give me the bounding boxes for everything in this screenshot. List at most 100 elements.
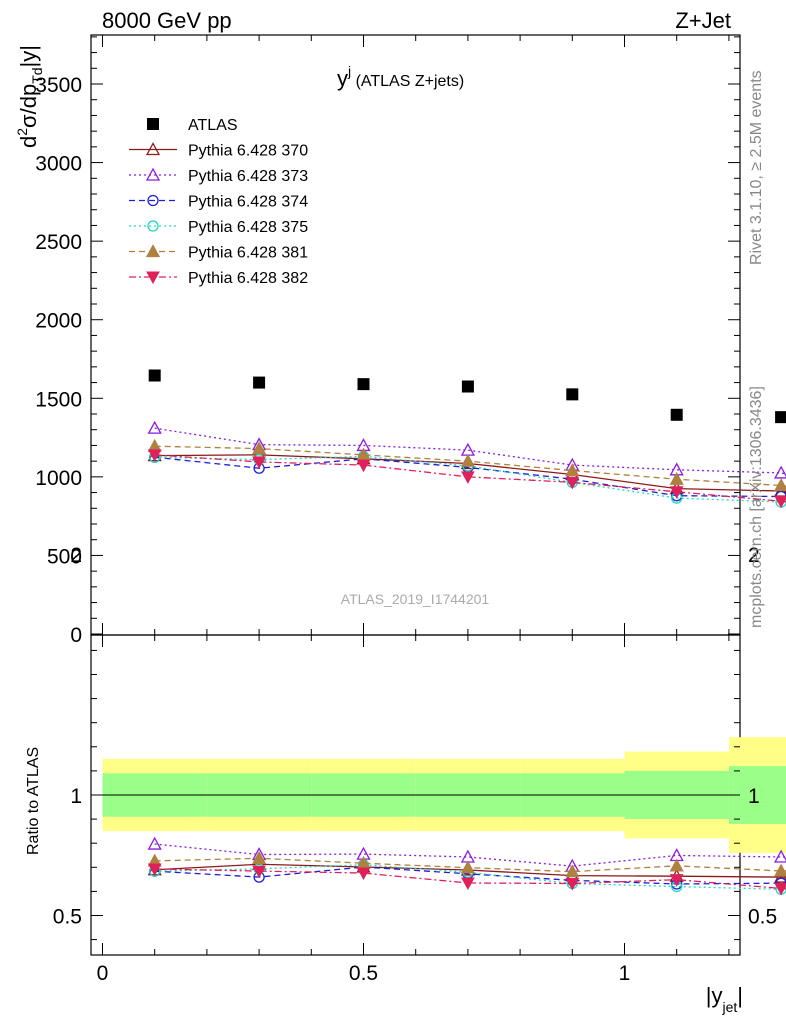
plot-title-sup: j: [347, 63, 351, 79]
legend-marker: [147, 220, 159, 232]
x-axis-label-sub: jet: [721, 999, 737, 1015]
ratio-point: [669, 874, 684, 887]
legend-label: Pythia 6.428 382: [188, 270, 308, 287]
rivet-label: Rivet 3.1.10, ≥ 2.5M events: [748, 70, 765, 265]
series-line: [154, 445, 786, 487]
y-axis-label-sub: Td: [29, 67, 45, 83]
data-point: [461, 380, 474, 393]
ratio-point: [252, 865, 266, 879]
legend: ATLAS Pythia 6.428 370 Pythia 6.428 373 Pyt…: [129, 117, 308, 287]
data-point: [253, 376, 266, 389]
data-point: [252, 441, 267, 455]
data-point: [565, 463, 580, 477]
x-tick-label: 0.5: [349, 962, 378, 985]
ratio-y-tick-label-left: 2: [70, 544, 82, 567]
ratio-point: [669, 858, 684, 872]
y-axis-label-d: d: [16, 136, 41, 148]
y-tick-label: 0: [70, 624, 82, 647]
plot-title-rest: (ATLAS Z+jets): [351, 73, 464, 90]
header-left-label: 8000 GeV pp: [102, 8, 232, 33]
ratio-y-tick-label-right: 1: [748, 785, 760, 808]
ratio-y-tick-label-right: 0.5: [748, 906, 777, 929]
data-point: [357, 378, 370, 391]
data-point: [147, 449, 162, 462]
ratio-point: [565, 877, 580, 891]
legend-label: Pythia 6.428 370: [188, 143, 308, 160]
y-axis-label-exp: 2: [14, 128, 30, 136]
ratio-y-tick-label-left: 1: [70, 785, 82, 808]
x-axis-label-main: |y: [706, 983, 723, 1008]
series-line: [154, 454, 786, 493]
data-point: [670, 408, 683, 421]
y-tick-label: 2000: [35, 310, 82, 333]
data-point: [460, 453, 475, 467]
analysis-watermark: ATLAS_2019_I1744201: [341, 591, 490, 607]
data-point: [669, 471, 684, 485]
series-ratio-line: [154, 864, 786, 890]
data-point: [356, 459, 371, 473]
data-point: [565, 476, 580, 490]
y-tick-label: 1500: [35, 388, 82, 411]
legend-label: Pythia 6.428 381: [188, 245, 308, 262]
ratio-point: [356, 867, 371, 881]
legend-label: Pythia 6.428 375: [188, 219, 308, 236]
y-tick-label: 1000: [35, 467, 82, 490]
ratio-point: [774, 882, 786, 896]
series-ratio-line: [154, 843, 786, 867]
x-axis-label: |yjet|: [706, 983, 743, 1015]
data-point: [461, 471, 475, 484]
data-point: [774, 465, 786, 479]
series-line: [154, 456, 786, 498]
y-axis-label: d2σ/dpTd|y|: [14, 45, 45, 148]
legend-marker: [147, 118, 159, 130]
ratio-point: [774, 863, 786, 877]
ratio-point: [147, 863, 162, 877]
series-ratio-line: [154, 868, 786, 890]
legend-label: Pythia 6.428 373: [188, 168, 308, 185]
legend-marker: [145, 142, 161, 156]
data-series: [147, 369, 786, 896]
y-axis-label-end: |y|: [16, 45, 41, 67]
header-right-label: Z+Jet: [675, 8, 731, 33]
data-point: [669, 486, 684, 499]
data-point: [252, 456, 266, 469]
y-tick-label: 3000: [35, 153, 82, 176]
ratio-point: [565, 864, 580, 878]
series-mc-5: [147, 438, 786, 878]
ratio-y-tick-label-right: 2: [748, 544, 760, 567]
series-line: [154, 455, 786, 504]
legend-marker: [145, 167, 161, 181]
ratio-y-tick-label-left: 0.5: [53, 906, 82, 929]
axis-ticks: 00.511.5205001000150020002500300035000.5…: [35, 35, 777, 985]
data-point: [148, 369, 161, 382]
legend-marker: [147, 194, 159, 207]
series-mc-6: [147, 449, 786, 896]
legend-label: Pythia 6.428 374: [188, 194, 308, 211]
legend-marker: [146, 271, 160, 285]
series-line: [154, 454, 786, 503]
data-point: [566, 388, 579, 401]
series-ratio-line: [154, 863, 786, 878]
x-tick-label: 1: [619, 962, 631, 985]
y-tick-label: 2500: [35, 231, 82, 254]
ratio-point: [461, 877, 475, 891]
ratio-point: [774, 849, 786, 863]
y-axis-label-mid: σ/dp: [16, 84, 41, 128]
y-tick-label: 500: [47, 545, 82, 568]
ratio-point: [460, 849, 475, 863]
x-tick-label: 0: [97, 962, 109, 985]
plot-title: yj (ATLAS Z+jets): [337, 63, 464, 91]
data-point: [774, 495, 786, 509]
data-point: [775, 411, 786, 424]
mcplots-label: mcplots.cern.ch [arXiv:1306.3436]: [748, 386, 765, 628]
ratio-point: [252, 850, 267, 864]
plot-title-main: y: [337, 66, 348, 91]
data-point: [774, 478, 786, 492]
x-axis-label-end: |: [737, 983, 743, 1008]
y-tick-label: 3500: [35, 74, 82, 97]
ratio-point: [147, 836, 162, 850]
series-atlas: [148, 369, 786, 424]
ratio-axis-label: Ratio to ATLAS: [25, 747, 42, 855]
ratio-point: [460, 860, 475, 874]
